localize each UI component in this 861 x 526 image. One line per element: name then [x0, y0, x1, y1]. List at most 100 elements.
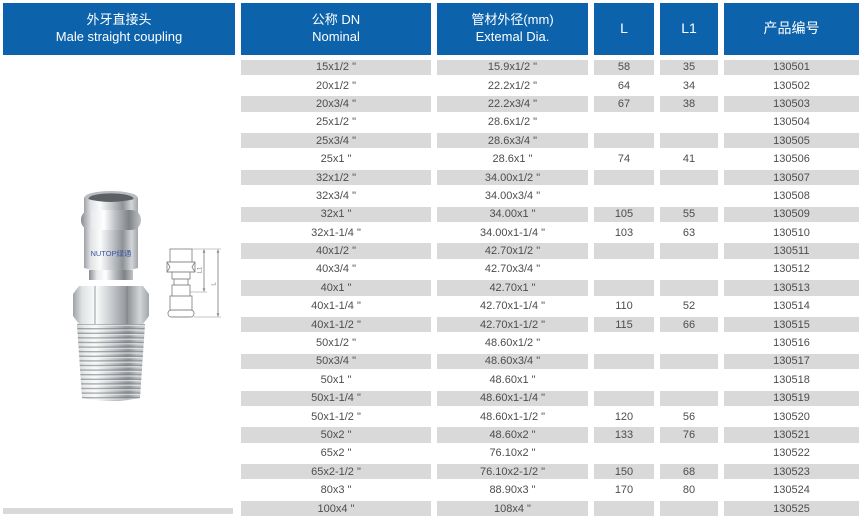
cell-l — [594, 132, 654, 150]
cell-l — [594, 187, 654, 205]
cell-l1 — [660, 499, 718, 517]
cell-l: 105 — [594, 205, 654, 223]
table-header: 外牙直接头 Male straight coupling 公称 DN Nomin… — [3, 3, 859, 55]
cell-l — [594, 260, 654, 278]
cell-dia: 28.6x1/2 " — [487, 116, 538, 129]
product-title-zh: 外牙直接头 — [86, 12, 152, 28]
col-l-label: L — [620, 20, 628, 37]
col-nominal-en: Nominal — [312, 29, 360, 44]
cell-l1: 35 — [660, 58, 718, 76]
cell-code: 130504 — [773, 116, 810, 129]
cell-l1 — [660, 132, 718, 150]
cell-l: 103 — [614, 226, 634, 239]
cell-code: 130516 — [773, 337, 810, 350]
cell-l1 — [660, 168, 718, 186]
cell-l1 — [660, 242, 718, 260]
header-col-l1: L1 — [660, 3, 718, 55]
cell-l1: 38 — [660, 95, 718, 113]
dim-label-l: L — [212, 282, 218, 286]
cell-l — [594, 352, 654, 370]
header-col-external-dia: 管材外径(mm) Extemal Dia. — [437, 3, 588, 55]
cell-code: 130505 — [724, 132, 859, 150]
cell-dia: 42.70x1 " — [437, 279, 588, 297]
cell-nominal: 32x3/4 " — [316, 189, 356, 202]
cell-nominal: 65x2 " — [320, 447, 352, 460]
table-body: NUTOP绿通 — [3, 58, 859, 518]
cell-l1: 63 — [682, 226, 696, 239]
cell-code: 130524 — [773, 484, 810, 497]
cell-code: 130520 — [773, 410, 810, 423]
cell-l — [594, 168, 654, 186]
cell-nominal: 40x1-1/4 " — [311, 300, 361, 313]
cell-l — [594, 444, 654, 462]
cell-dia: 42.70x1-1/4 " — [479, 300, 546, 313]
cell-nominal: 25x1/2 " — [316, 116, 356, 129]
cell-dia: 48.60x1-1/4 " — [437, 389, 588, 407]
cell-l: 133 — [594, 426, 654, 444]
cell-nominal: 20x1/2 " — [316, 79, 356, 92]
cell-code: 130523 — [724, 463, 859, 481]
cell-dia: 88.90x3 " — [489, 484, 536, 497]
cell-l1 — [660, 352, 718, 370]
cell-nominal: 50x1/2 " — [316, 337, 356, 350]
cell-nominal: 50x1-1/4 " — [241, 389, 431, 407]
data-grid: 15x1/2 " 15.9x1/2 " 58 35 130501 20x1/2 " 22.2… — [241, 58, 859, 518]
cell-nominal: 32x1-1/4 " — [311, 226, 361, 239]
cell-l1 — [660, 389, 718, 407]
cell-nominal: 40x1 " — [241, 279, 431, 297]
cell-code: 130512 — [773, 263, 810, 276]
cell-dia: 34.00x1-1/4 " — [479, 226, 546, 239]
cell-l — [594, 389, 654, 407]
cell-dia: 34.00x1/2 " — [437, 168, 588, 186]
cell-code: 130507 — [724, 168, 859, 186]
cell-dia: 28.6x1 " — [492, 153, 533, 166]
cell-l: 67 — [594, 95, 654, 113]
cell-l: 115 — [594, 315, 654, 333]
cell-code: 130508 — [773, 189, 810, 202]
cell-l1 — [660, 444, 718, 462]
cell-l — [594, 371, 654, 389]
cell-code: 130511 — [724, 242, 859, 260]
cell-l1: 52 — [682, 300, 696, 313]
header-col-l: L — [594, 3, 654, 55]
cell-l1: 76 — [660, 426, 718, 444]
col-nominal-zh: 公称 DN — [311, 12, 361, 28]
cell-l1 — [660, 279, 718, 297]
cell-code: 130503 — [724, 95, 859, 113]
dim-label-l1: L1 — [198, 266, 204, 273]
brand-text: NUTOP绿通 — [90, 248, 132, 258]
cell-l: 110 — [615, 300, 633, 313]
cell-dia: 28.6x3/4 " — [437, 132, 588, 150]
cell-dia: 42.70x3/4 " — [484, 263, 541, 276]
cell-code: 130513 — [724, 279, 859, 297]
product-title-en: Male straight coupling — [55, 29, 183, 44]
cell-l1: 41 — [682, 153, 696, 166]
cell-l1: 55 — [660, 205, 718, 223]
cell-dia: 48.60x3/4 " — [437, 352, 588, 370]
cell-dia: 42.70x1-1/2 " — [437, 315, 588, 333]
figure-pane: NUTOP绿通 — [3, 58, 235, 518]
cell-nominal: 50x3/4 " — [241, 352, 431, 370]
cell-l: 64 — [617, 79, 631, 92]
cell-l — [594, 242, 654, 260]
cell-dia: 42.70x1/2 " — [437, 242, 588, 260]
cell-l1: 68 — [660, 463, 718, 481]
cell-dia: 22.2x1/2 " — [487, 79, 538, 92]
cell-l — [594, 279, 654, 297]
cell-l1 — [660, 187, 718, 205]
product-photo: NUTOP绿通 — [73, 191, 149, 401]
cell-l1 — [660, 260, 718, 278]
cell-l1: 66 — [660, 315, 718, 333]
figure-pane-bottom-stripe — [3, 508, 233, 514]
cell-dia: 48.60x1-1/2 " — [479, 410, 546, 423]
cell-nominal: 40x1-1/2 " — [241, 315, 431, 333]
cell-l: 150 — [594, 463, 654, 481]
cell-dia: 108x4 " — [437, 499, 588, 517]
col-dia-zh: 管材外径(mm) — [471, 12, 554, 28]
cell-dia: 76.10x2-1/2 " — [437, 463, 588, 481]
cell-dia: 34.00x3/4 " — [484, 189, 541, 202]
cell-l: 74 — [617, 153, 631, 166]
cell-nominal: 25x1 " — [320, 153, 352, 166]
cell-code: 130518 — [773, 373, 810, 386]
